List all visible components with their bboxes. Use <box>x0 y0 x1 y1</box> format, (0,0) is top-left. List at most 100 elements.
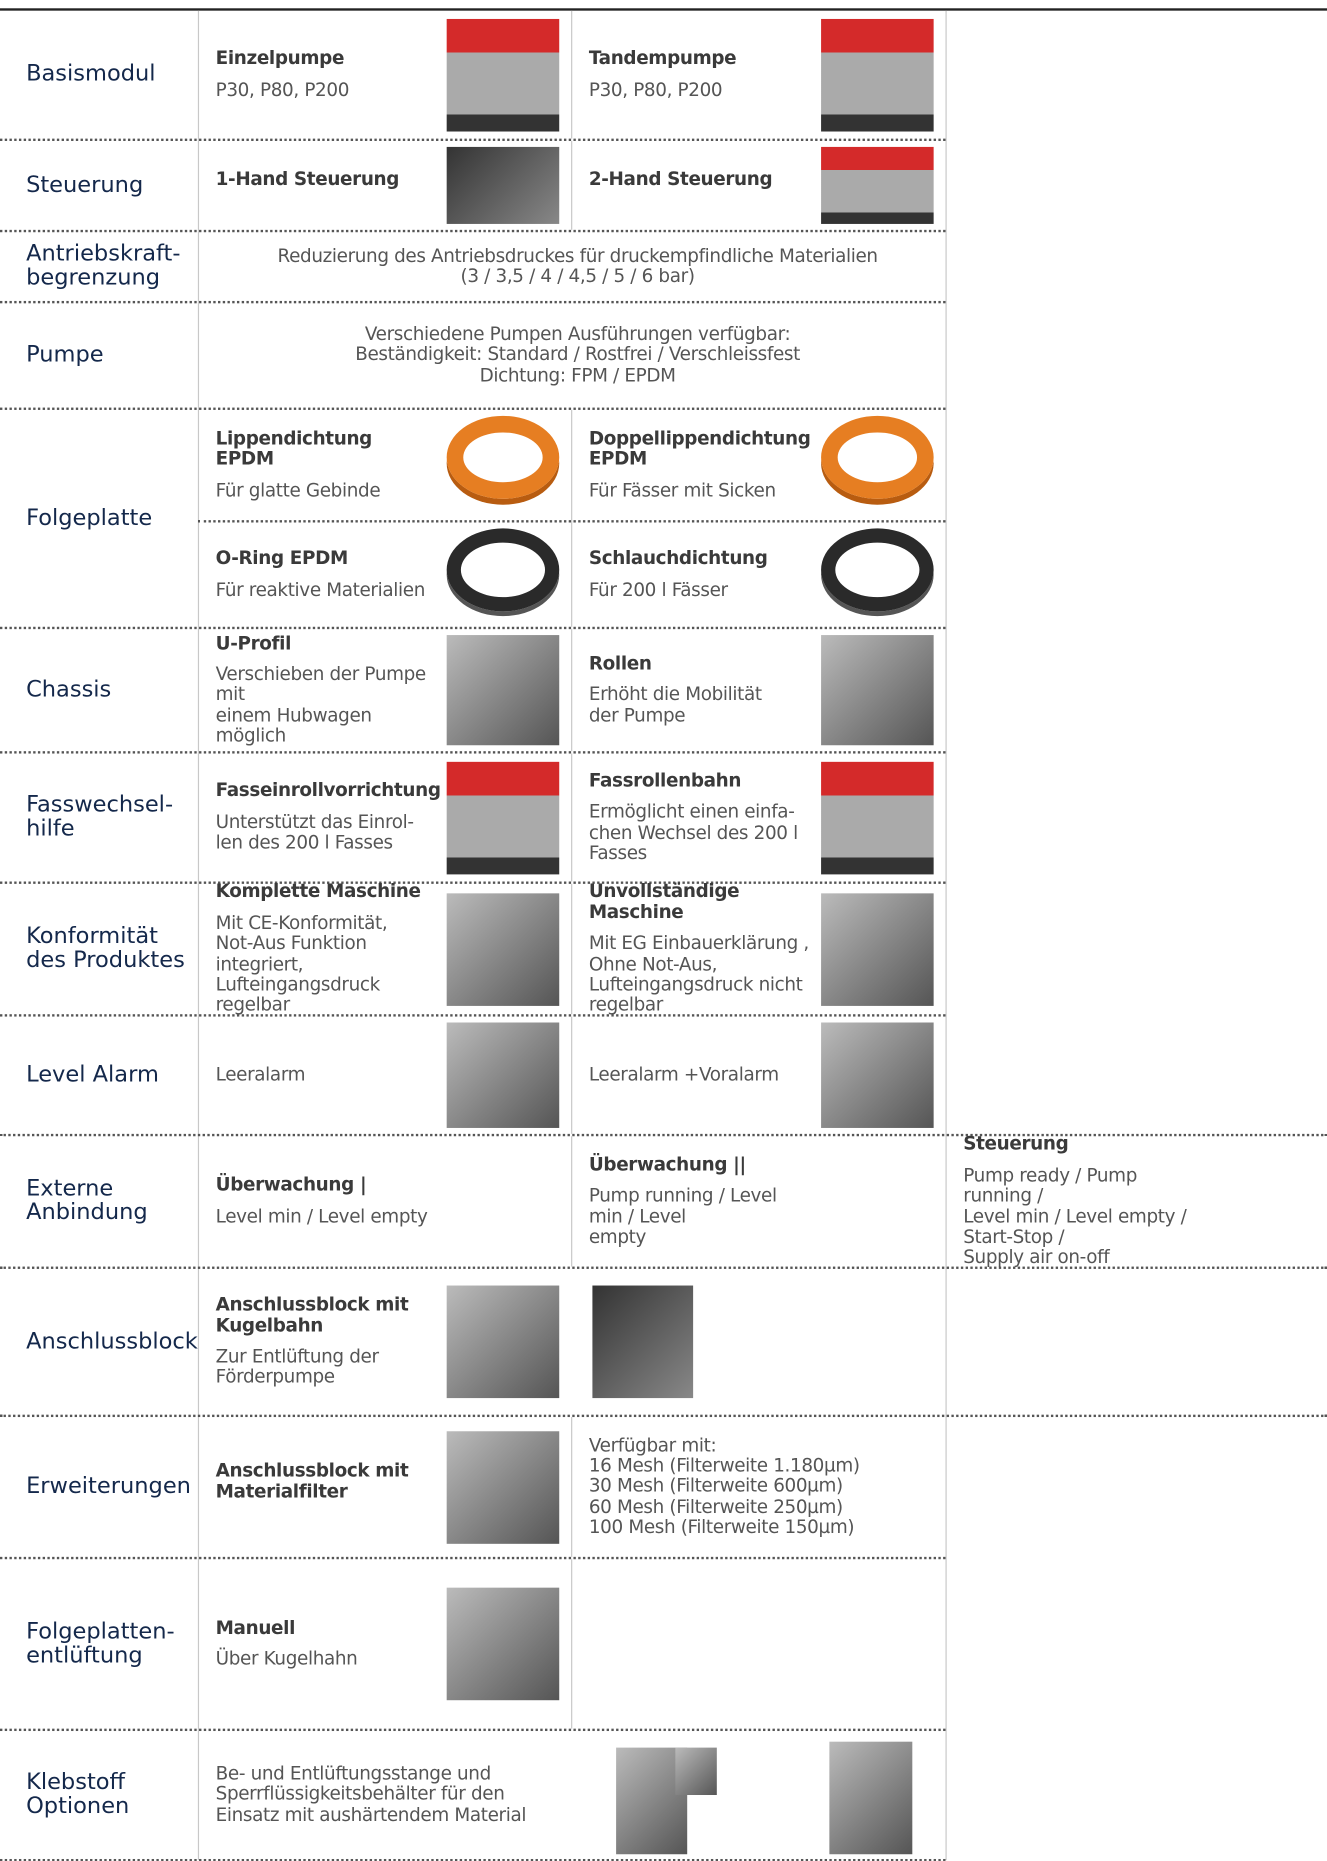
cell-text: Ermöglicht einen einfa- <box>588 801 795 823</box>
product-image <box>446 1587 560 1701</box>
column-line <box>571 1016 573 1134</box>
column-line <box>571 1559 573 1729</box>
label-line: Klebstoff <box>26 1769 126 1796</box>
label-line: Fasswechsel- <box>26 791 174 818</box>
label-line: entlüftung <box>26 1641 143 1668</box>
row-label: Folgeplatten-entlüftung <box>0 1558 198 1730</box>
cell: Schlauchdichtung Für 200 l Fässer <box>589 521 940 628</box>
column-line <box>571 883 573 1015</box>
cell-text: (3 / 3,5 / 4 / 4,5 / 5 / 6 bar) <box>460 265 695 287</box>
row-label: Anschlussblock <box>0 1268 198 1416</box>
column-line <box>571 629 573 752</box>
row-label: Klebstoff Optionen <box>0 1730 198 1860</box>
cell-text: Verfügbar mit: <box>588 1434 717 1456</box>
product-image <box>446 1430 560 1544</box>
product-image <box>446 1285 560 1399</box>
product-image <box>829 1741 913 1855</box>
cell-title: Fasseinrollvorrichtung <box>215 780 441 802</box>
product-image <box>821 761 934 874</box>
row-label: Antriebskraft-begrenzung <box>0 231 198 302</box>
cell-text: Ohne Not-Aus, <box>588 953 718 975</box>
label-line: Erweiterungen <box>26 1472 191 1499</box>
row-label: Folgeplatte <box>0 409 198 628</box>
row-divider <box>0 881 946 884</box>
cell: Reduzierung des Antriebsdruckes für druc… <box>216 231 940 302</box>
cell-text: Leeralarm +Voralarm <box>588 1063 779 1086</box>
label-line: Chassis <box>26 675 112 703</box>
cell-title: Komplette Maschine <box>215 880 421 903</box>
cell: Be- und Entlüftungsstange und Sperrflüssi… <box>216 1730 566 1860</box>
row-divider <box>0 229 946 233</box>
cell-text: Leeralarm <box>215 1063 306 1086</box>
cell: Steuerung Pump ready / Pump running / Leve… <box>963 1133 1321 1269</box>
column-line <box>571 10 573 139</box>
row-divider <box>0 407 946 410</box>
cell: Überwachung || Pump running / Level min /… <box>589 1135 940 1268</box>
cell-title: U-Profil <box>215 632 292 654</box>
product-image <box>446 892 560 1006</box>
cell-text: Reduzierung des Antriebsdruckes für druc… <box>277 244 878 267</box>
cell: Fassrollenbahn Ermöglicht einen einfa-che… <box>589 752 940 882</box>
cell-title: Überwachung | <box>215 1174 367 1196</box>
cell-text: empty <box>588 1226 647 1248</box>
cell-text: chen Wechsel des 200 l <box>588 821 798 843</box>
product-image <box>821 146 934 224</box>
cell: Lippendichtung EPDM Für glatte Gebinde <box>216 409 566 522</box>
cell-text: P30, P80, P200 <box>215 78 350 101</box>
cell-text: Für 200 l Fässer <box>588 578 728 601</box>
cell: 1-Hand Steuerung <box>216 140 566 231</box>
cell: Tandempumpe P30, P80, P200 <box>589 9 940 139</box>
label-line: begrenzung <box>26 264 161 291</box>
product-image <box>821 635 934 746</box>
cell-title: Einzelpumpe <box>215 47 345 69</box>
cell-text: Verschiedene Pumpen Ausführungen verfügb… <box>364 323 791 345</box>
row-divider <box>0 300 946 304</box>
cell-text: Beständigkeit: Standard / Rostfrei / Ver… <box>355 343 800 366</box>
cell: Komplette Maschine Mit CE-Konformität, Not… <box>215 880 566 1016</box>
cell-title: 1-Hand Steuerung <box>215 168 400 190</box>
row-divider <box>0 138 946 141</box>
label-line: Basismodul <box>26 60 156 87</box>
row-label: Level Alarm <box>0 1015 198 1135</box>
cell-text: Zur Entlüftung der Förderpumpe <box>215 1345 379 1388</box>
cell-text: P30, P80, P200 <box>588 78 723 101</box>
cell: Überwachung | Level min / Level empty <box>216 1135 566 1268</box>
row-label: Chassis <box>0 628 198 752</box>
cell-title: Manuell <box>215 1616 296 1639</box>
cell-title: Anschlussblock mit Materialfilter <box>215 1459 409 1502</box>
label-line: Anbindung <box>26 1199 148 1226</box>
product-image <box>592 1285 694 1399</box>
row-divider <box>0 1266 1327 1269</box>
cell-text: len des 200 l Fasses <box>215 831 393 854</box>
label-line: Level Alarm <box>26 1061 159 1088</box>
cell-text: Lufteingangsdruck nicht regelbar <box>588 973 803 1016</box>
label-line: des Produktes <box>26 946 185 973</box>
column-line <box>571 140 573 230</box>
product-image <box>821 528 934 612</box>
cell-title: 2-Hand Steuerung <box>588 168 773 190</box>
cell-text: Über Kugelhahn <box>215 1648 358 1670</box>
cell-title: Steuerung <box>963 1133 1069 1155</box>
cell: Leeralarm <box>216 1015 566 1135</box>
label-line: Konformität <box>26 923 158 950</box>
cell-text: 16 Mesh (Filterweite 1.180µm) <box>588 1454 860 1477</box>
cell-text: Supply air on-off <box>963 1246 1110 1269</box>
product-image <box>675 1747 717 1796</box>
label-line: Optionen <box>26 1792 130 1819</box>
column-line <box>197 10 200 1861</box>
row-label: Pumpe <box>0 302 198 409</box>
cell: Anschlussblock mit Kugelbahn Zur Entlüftu… <box>216 1268 566 1416</box>
row-divider <box>0 751 946 754</box>
cell-title: Überwachung || <box>588 1153 746 1176</box>
product-image <box>446 761 560 874</box>
cell: Verschiedene Pumpen Ausführungen verfügb… <box>216 302 940 409</box>
row-divider <box>0 1133 1327 1137</box>
cell: Anschlussblock mit Materialfilter <box>216 1416 566 1558</box>
column-line <box>571 409 573 627</box>
row-divider <box>0 1858 946 1861</box>
row-label: Erweiterungen <box>0 1416 198 1558</box>
cell-text: Für glatte Gebinde <box>215 479 381 501</box>
cell-text: der Pumpe <box>588 704 686 726</box>
cell-text: Erhöht die Mobilität <box>588 684 762 706</box>
